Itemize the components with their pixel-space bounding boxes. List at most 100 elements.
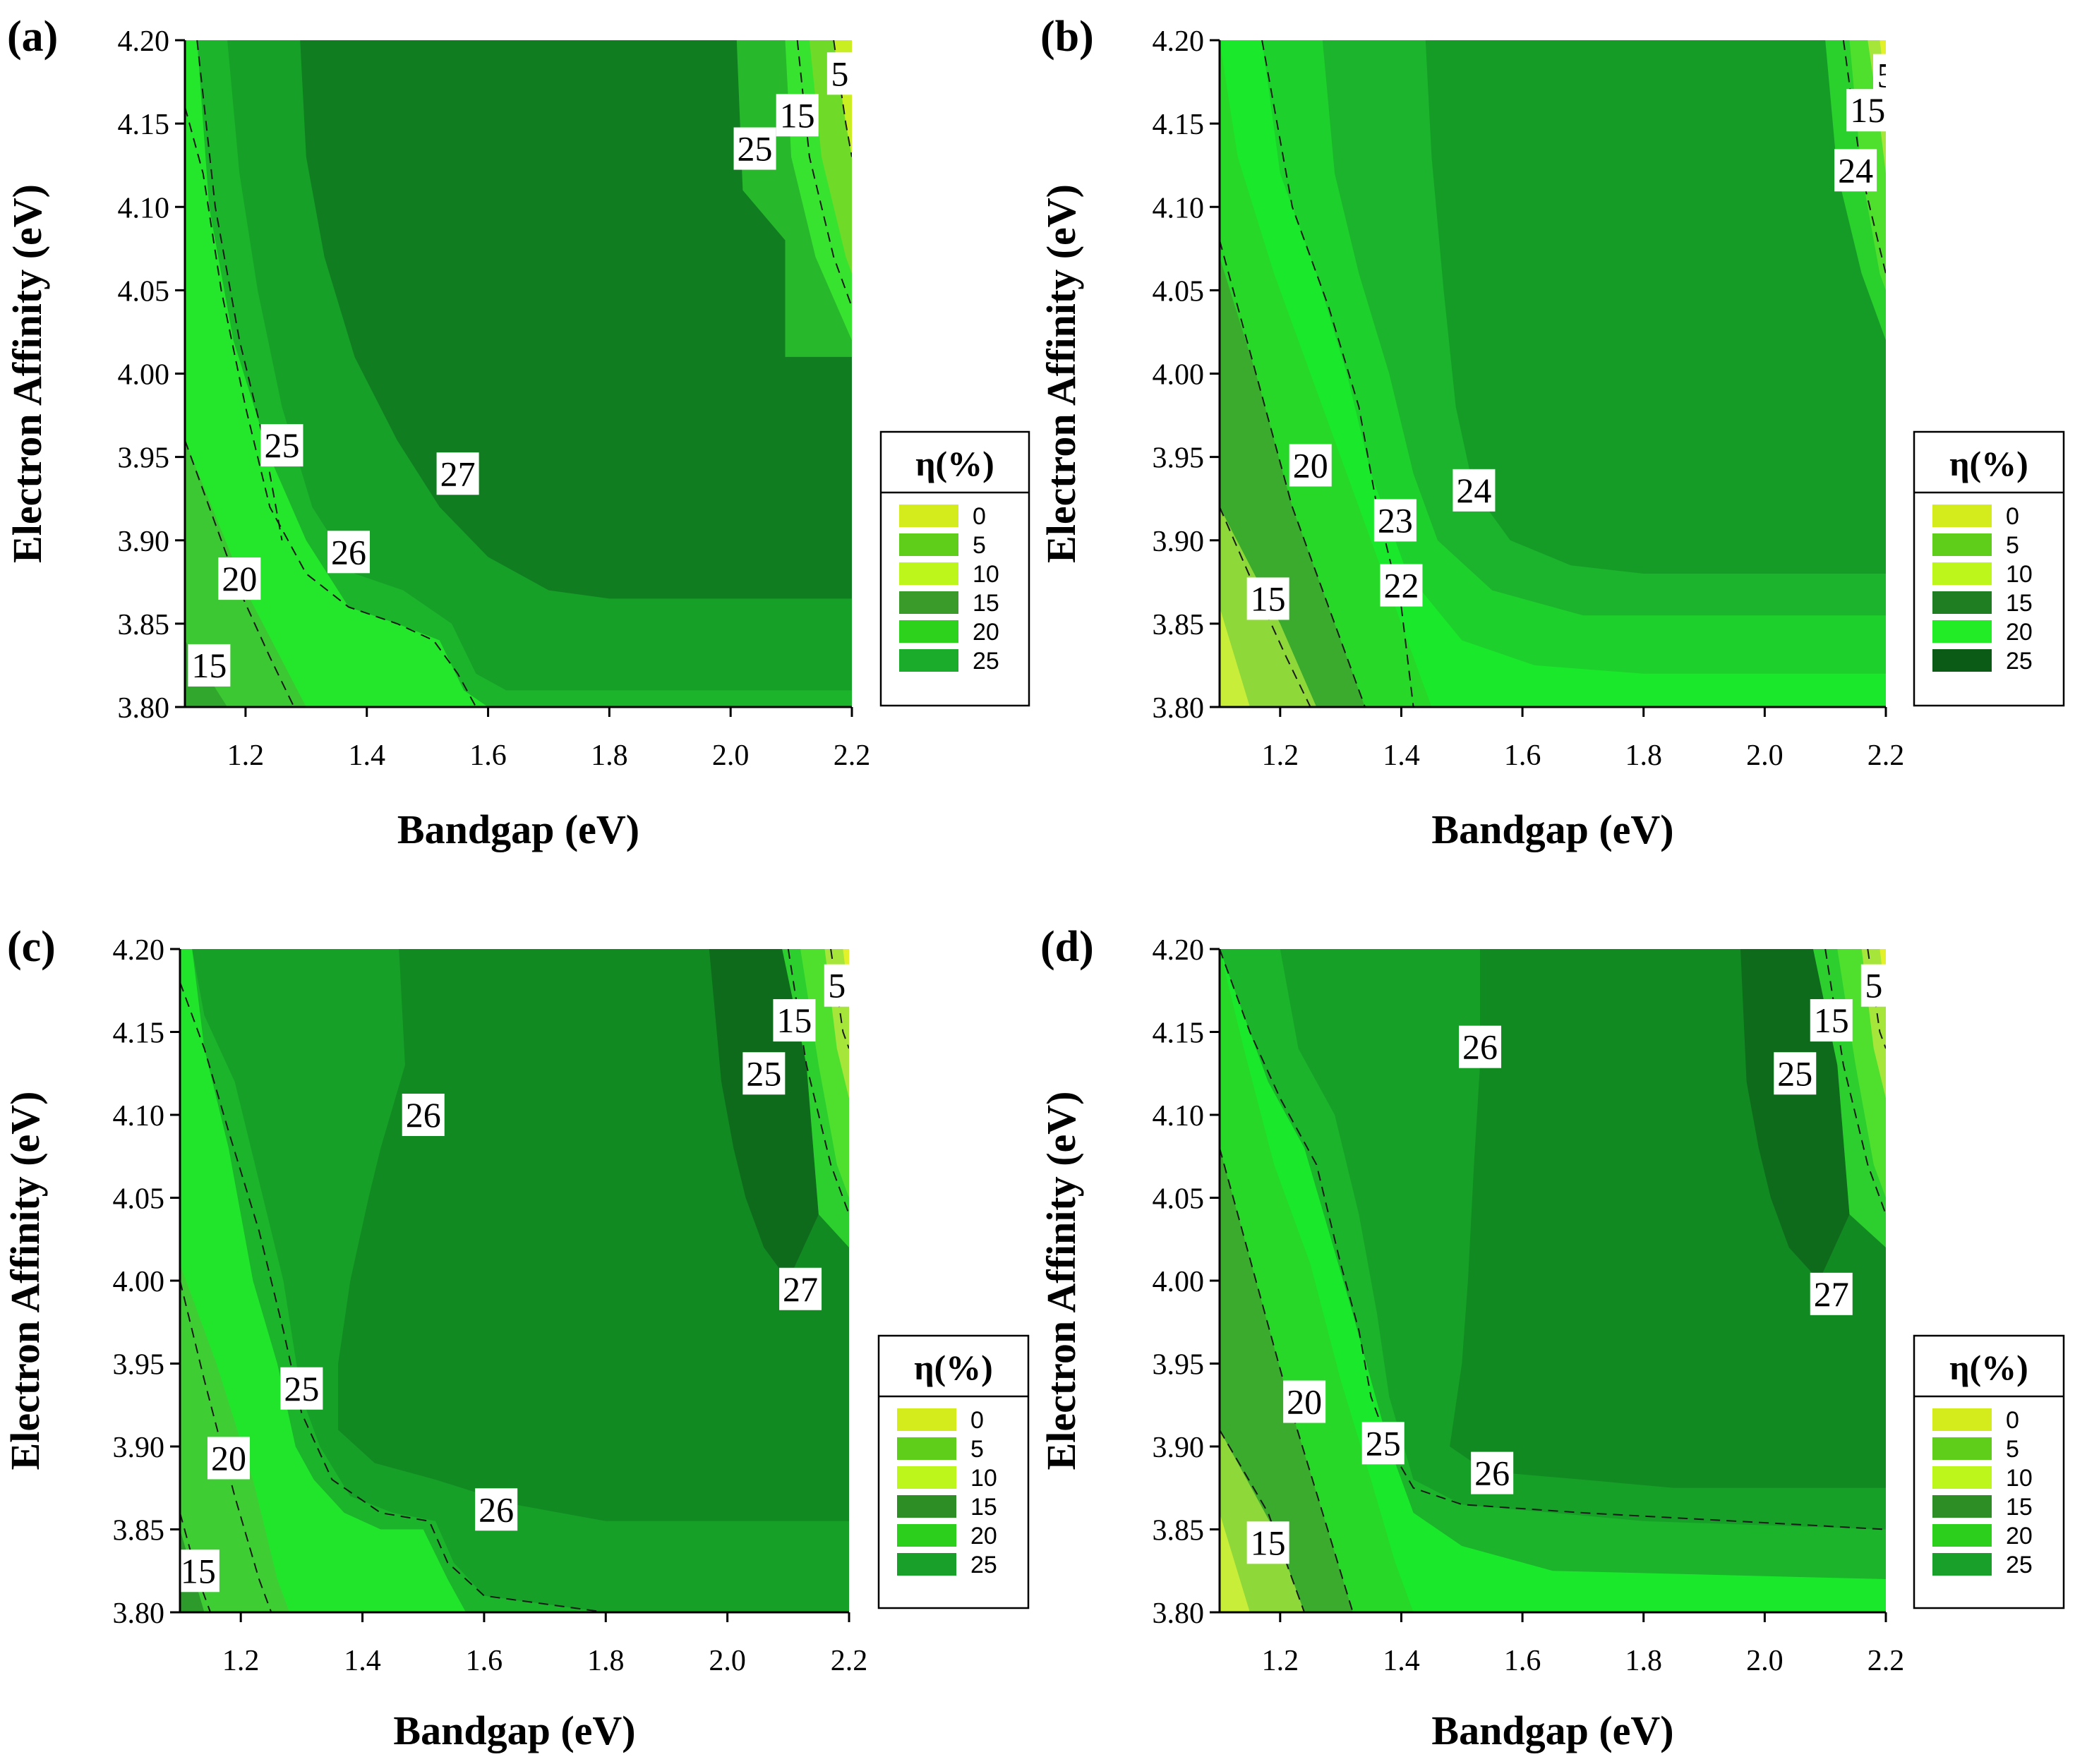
y-tick-label: 4.10 — [1153, 1100, 1205, 1132]
legend-title: η(%) — [914, 1348, 993, 1387]
contour-label-text: 20 — [211, 1438, 246, 1478]
x-tick-label: 2.2 — [834, 739, 871, 772]
contour-line-3 — [796, 40, 852, 308]
contour-label: 26 — [475, 1488, 518, 1531]
contour-label-text: 15 — [181, 1551, 216, 1590]
contour-label-text: 5 — [831, 54, 848, 93]
legend-swatch — [897, 1408, 956, 1431]
contour-line-3 — [787, 949, 849, 1215]
x-tick-label: 1.8 — [587, 1645, 625, 1677]
contour-label: 22 — [1380, 564, 1423, 607]
x-tick-label: 2.2 — [1867, 739, 1905, 772]
y-tick-label: 3.90 — [118, 526, 170, 558]
contour-line-2 — [196, 40, 283, 540]
y-tick-label: 4.15 — [1153, 109, 1205, 141]
y-tick-label: 3.85 — [1153, 609, 1205, 641]
contour-label-text: 26 — [331, 532, 366, 572]
y-tick-label: 3.85 — [1153, 1515, 1205, 1547]
contour-label: 27 — [779, 1267, 822, 1310]
y-tick-label: 3.90 — [113, 1432, 165, 1464]
legend-item-label: 0 — [2006, 503, 2019, 530]
corner-band-4 — [843, 949, 849, 999]
contour-label: 5 — [1860, 964, 1886, 1007]
y-tick-label: 4.05 — [1153, 275, 1205, 308]
contour-region-24 — [1425, 40, 1886, 574]
x-tick-label: 1.8 — [1625, 739, 1662, 772]
contour-label-text: 26 — [406, 1095, 441, 1135]
y-tick-label: 3.95 — [118, 442, 170, 475]
contour-label-text: 25 — [746, 1053, 781, 1093]
legend-item-label: 0 — [2006, 1407, 2019, 1434]
panel-c: 262520152627251553.803.853.903.954.004.0… — [2, 923, 1030, 1753]
legend-item-label: 5 — [2006, 1436, 2019, 1463]
y-tick-label: 4.20 — [113, 934, 165, 967]
contour-line-2 — [1261, 40, 1414, 707]
legend-swatch — [899, 505, 958, 527]
contour-label: 15 — [1246, 1521, 1289, 1564]
legend-swatch — [899, 562, 958, 585]
legend-item-label: 20 — [973, 619, 999, 646]
x-tick-label: 2.0 — [712, 739, 750, 772]
legend-swatch — [897, 1524, 956, 1547]
x-tick-label: 1.4 — [1383, 1645, 1420, 1677]
y-axis-title: Electron Affinity (eV) — [2, 1092, 48, 1470]
legend-item-label: 20 — [970, 1523, 997, 1549]
legend-item-label: 15 — [2006, 590, 2033, 617]
contour-label-text: 15 — [1814, 1001, 1849, 1040]
x-tick-label: 1.2 — [222, 1645, 260, 1677]
legend-swatch — [897, 1553, 956, 1576]
x-tick-label: 2.0 — [1746, 1645, 1784, 1677]
legend-swatch — [899, 649, 958, 672]
legend-item-label: 15 — [2006, 1494, 2033, 1521]
contour-line-1 — [180, 1280, 272, 1612]
y-tick-label: 3.80 — [113, 1597, 165, 1630]
y-tick-label: 4.05 — [113, 1183, 165, 1216]
legend-item-label: 15 — [970, 1494, 997, 1521]
legend-item-label: 5 — [2006, 532, 2019, 559]
y-axis-title: Electron Affinity (eV) — [4, 184, 50, 563]
legend-item-label: 25 — [973, 648, 999, 675]
legend-item-label: 10 — [2006, 561, 2033, 588]
x-tick-label: 2.2 — [831, 1645, 868, 1677]
legend-swatch — [897, 1495, 956, 1518]
legend-item-label: 20 — [2006, 619, 2033, 646]
y-tick-label: 3.90 — [1153, 526, 1205, 558]
contour-label-text: 15 — [1251, 1523, 1286, 1562]
y-tick-label: 4.00 — [1153, 1266, 1205, 1298]
legend-item-label: 0 — [970, 1407, 984, 1434]
contour-label-text: 25 — [284, 1369, 319, 1408]
contour-label-text: 26 — [1474, 1454, 1510, 1493]
y-tick-label: 3.95 — [1153, 1349, 1205, 1382]
contour-label: 24 — [1452, 469, 1496, 512]
contour-label: 15 — [188, 644, 231, 687]
contour-label-text: 25 — [264, 425, 299, 465]
contour-label: 23 — [1373, 499, 1417, 542]
contour-label: 20 — [1283, 1380, 1326, 1423]
x-tick-label: 1.4 — [348, 739, 385, 772]
x-tick-label: 2.0 — [1746, 739, 1784, 772]
y-tick-label: 3.90 — [1153, 1432, 1205, 1464]
contour-label-text: 23 — [1378, 500, 1413, 540]
legend-swatch — [899, 591, 958, 614]
panel-label: (b) — [1040, 13, 1094, 61]
legend-item-label: 25 — [2006, 648, 2033, 675]
plot-area: 26 25 20 15 26 27 25 15 5 — [180, 949, 849, 1612]
y-tick-label: 4.00 — [118, 359, 170, 392]
contour-label-text: 27 — [440, 454, 476, 493]
contour-label-text: 25 — [738, 129, 773, 169]
legend-item-label: 10 — [970, 1465, 997, 1492]
panel-b: 2423222015241553.803.853.903.954.004.054… — [1038, 13, 2065, 852]
contour-label: 15 — [180, 1549, 219, 1593]
y-tick-label: 3.95 — [113, 1349, 165, 1382]
contour-label-text: 24 — [1838, 150, 1873, 190]
contour-label: 5 — [824, 964, 849, 1007]
contour-label-text: 20 — [1287, 1382, 1322, 1422]
contour-label: 27 — [436, 452, 479, 495]
contour-label-text: 15 — [780, 95, 815, 135]
y-tick-label: 4.15 — [113, 1017, 165, 1050]
contour-line-4 — [833, 40, 852, 157]
y-tick-label: 4.20 — [118, 25, 170, 58]
legend-swatch — [1932, 591, 1992, 614]
